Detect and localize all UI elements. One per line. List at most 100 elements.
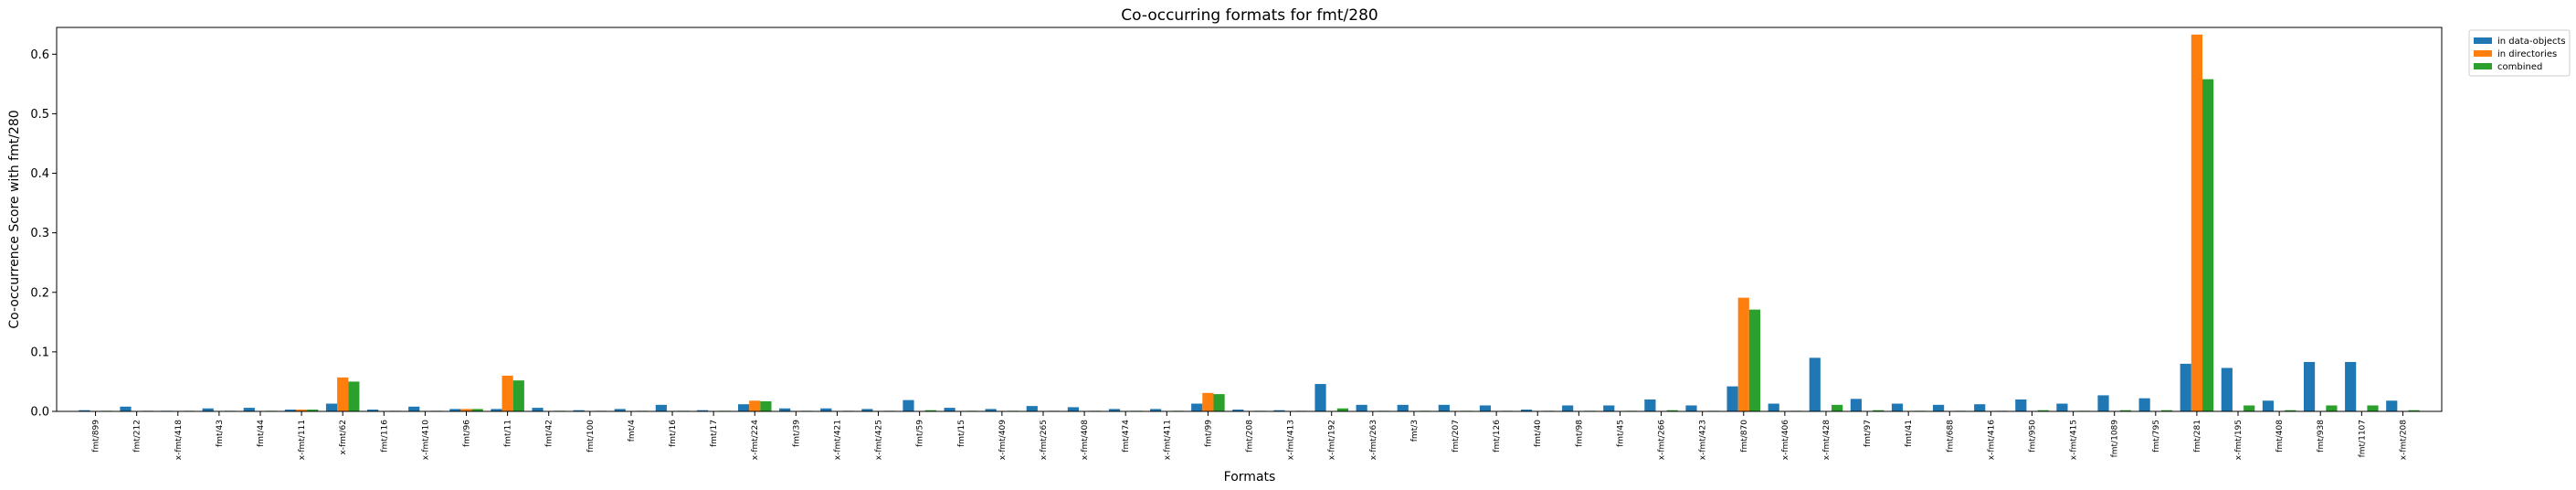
x-tick-label: x-fmt/413: [1287, 420, 1296, 460]
bar-series-1-fmt/870: [1737, 297, 1749, 411]
bar-series-0-fmt/44: [243, 408, 255, 411]
x-tick-label: x-fmt/409: [998, 420, 1008, 461]
x-tick-label: fmt/1107: [2358, 420, 2367, 457]
x-tick-label: x-fmt/263: [1369, 420, 1378, 460]
bar-series-0-fmt/899: [79, 410, 90, 411]
bar-series-0-fmt/59: [903, 399, 914, 411]
bar-series-2-fmt/870: [1748, 309, 1761, 411]
x-axis: fmt/899 fmt/212 x-fmt/418 fmt/43 fmt/44 x-fmt…: [92, 411, 2408, 461]
bar-series-1-x-fmt/111: [295, 410, 308, 411]
bar-series-0-x-fmt/208: [2386, 400, 2398, 411]
bar-series-0-fmt/207: [1438, 404, 1450, 411]
bar-series-0-x-fmt/408: [1067, 407, 1079, 411]
x-tick-label: x-fmt/423: [1699, 420, 1708, 460]
bar-series-0-fmt/96: [449, 409, 461, 411]
bar-series-2-x-fmt/192: [1336, 408, 1348, 411]
bar-series-0-fmt/1089: [2097, 395, 2109, 411]
bar-series-2-fmt/1089: [2119, 410, 2131, 411]
bar-series-0-fmt/97: [1850, 399, 1862, 411]
x-tick-label: x-fmt/415: [2070, 420, 2079, 460]
bar-series-0-x-fmt/415: [2056, 403, 2068, 411]
x-tick-label: fmt/100: [586, 420, 596, 453]
y-axis-label: Co-occurrence Score with fmt/280: [7, 110, 22, 328]
bar-series-2-fmt/97: [1873, 410, 1884, 411]
bar-series-2-fmt/938: [2326, 405, 2338, 411]
bar-series-0-fmt/41: [1891, 403, 1904, 411]
x-tick-label: fmt/42: [545, 420, 554, 447]
bar-series-1-fmt/281: [2191, 34, 2203, 412]
plot-bars: [79, 34, 2420, 412]
x-tick-label: x-fmt/266: [1658, 420, 1667, 461]
bar-series-0-fmt/870: [1726, 386, 1738, 411]
bar-series-0-fmt/40: [1520, 410, 1533, 411]
y-axis: 0.0 0.1 0.2 0.3 0.4 0.5 0.6: [30, 48, 57, 420]
bar-series-0-x-fmt/263: [1356, 404, 1367, 411]
bar-series-0-fmt/688: [1933, 404, 1945, 411]
bar-series-2-fmt/11: [512, 380, 524, 411]
plot-frame: [56, 27, 2443, 412]
bar-series-0-fmt/39: [779, 408, 791, 411]
bar-series-0-x-fmt/409: [985, 409, 997, 411]
bar-series-1-x-fmt/62: [337, 377, 349, 411]
bar-series-2-x-fmt/266: [1666, 410, 1678, 411]
x-tick-label: fmt/1089: [2111, 420, 2120, 458]
x-tick-label: x-fmt/425: [875, 420, 884, 460]
bar-series-0-fmt/116: [367, 410, 379, 411]
x-tick-label: fmt/795: [2152, 420, 2161, 453]
x-tick-label: x-fmt/410: [421, 420, 430, 461]
bar-series-0-fmt/281: [2180, 363, 2191, 411]
x-tick-label: fmt/97: [1863, 420, 1873, 447]
x-tick-label: fmt/17: [710, 420, 719, 447]
bar-series-2-x-fmt/208: [2408, 410, 2420, 411]
bar-series-2-x-fmt/111: [307, 410, 319, 411]
x-tick-label: fmt/870: [1740, 420, 1749, 453]
bar-series-1-x-fmt/224: [749, 400, 761, 411]
bar-series-0-fmt/126: [1479, 405, 1492, 411]
legend: in data-objects in directories combined: [2468, 29, 2571, 77]
bar-series-0-fmt/795: [2138, 398, 2150, 411]
bar-series-1-fmt/99: [1202, 392, 1214, 411]
x-tick-label: fmt/16: [669, 420, 678, 447]
bar-series-0-fmt/11: [491, 409, 502, 411]
bar-series-1-fmt/96: [460, 409, 472, 411]
x-tick-label: x-fmt/428: [1822, 420, 1832, 461]
x-tick-label: fmt/3: [1410, 420, 1420, 442]
bar-series-0-fmt/98: [1562, 405, 1574, 411]
bar-series-2-x-fmt/62: [348, 381, 360, 411]
x-tick-label: fmt/99: [1204, 420, 1213, 447]
bar-series-0-fmt/3: [1397, 404, 1409, 411]
x-tick-label: x-fmt/408: [1081, 420, 1090, 461]
x-tick-label: fmt/281: [2193, 420, 2202, 453]
x-tick-label: fmt/126: [1493, 420, 1502, 453]
x-tick-label: fmt/39: [792, 420, 801, 447]
bar-series-0-fmt/42: [532, 408, 544, 411]
bar-series-2-fmt/281: [2202, 79, 2214, 412]
bar-series-2-fmt/795: [2160, 410, 2173, 411]
bar-series-0-fmt/45: [1603, 405, 1615, 411]
bar-series-0-x-fmt/192: [1314, 384, 1326, 411]
bar-series-0-x-fmt/265: [1026, 406, 1038, 411]
x-tick-label: fmt/45: [1616, 420, 1625, 447]
x-tick-label: fmt/41: [1905, 420, 1914, 447]
bar-series-0-x-fmt/423: [1685, 405, 1697, 411]
bar-series-0-fmt/43: [202, 408, 214, 411]
x-tick-label: fmt/474: [1122, 420, 1131, 453]
legend-swatch-2: [2474, 63, 2492, 69]
bar-series-0-fmt/208: [1232, 410, 1244, 411]
bar-series-0-fmt/100: [573, 410, 585, 411]
bar-series-0-x-fmt/416: [1974, 404, 1986, 411]
bar-series-0-fmt/950: [2015, 399, 2027, 411]
legend-label-0: in data-objects: [2497, 37, 2566, 47]
bar-series-2-fmt/408: [2285, 410, 2296, 411]
y-tick-label: 0.2: [30, 286, 49, 300]
x-tick-label: fmt/208: [1246, 420, 1255, 453]
bar-series-2-x-fmt/224: [760, 400, 772, 411]
bar-series-2-fmt/99: [1213, 394, 1225, 411]
x-tick-label: x-fmt/195: [2234, 420, 2243, 460]
x-axis-label: Formats: [1224, 470, 1276, 485]
x-tick-label: fmt/98: [1575, 420, 1584, 447]
x-tick-label: fmt/4: [628, 420, 637, 442]
x-tick-label: x-fmt/224: [751, 420, 760, 461]
legend-label-1: in directories: [2497, 49, 2557, 59]
x-tick-label: x-fmt/111: [298, 420, 307, 460]
